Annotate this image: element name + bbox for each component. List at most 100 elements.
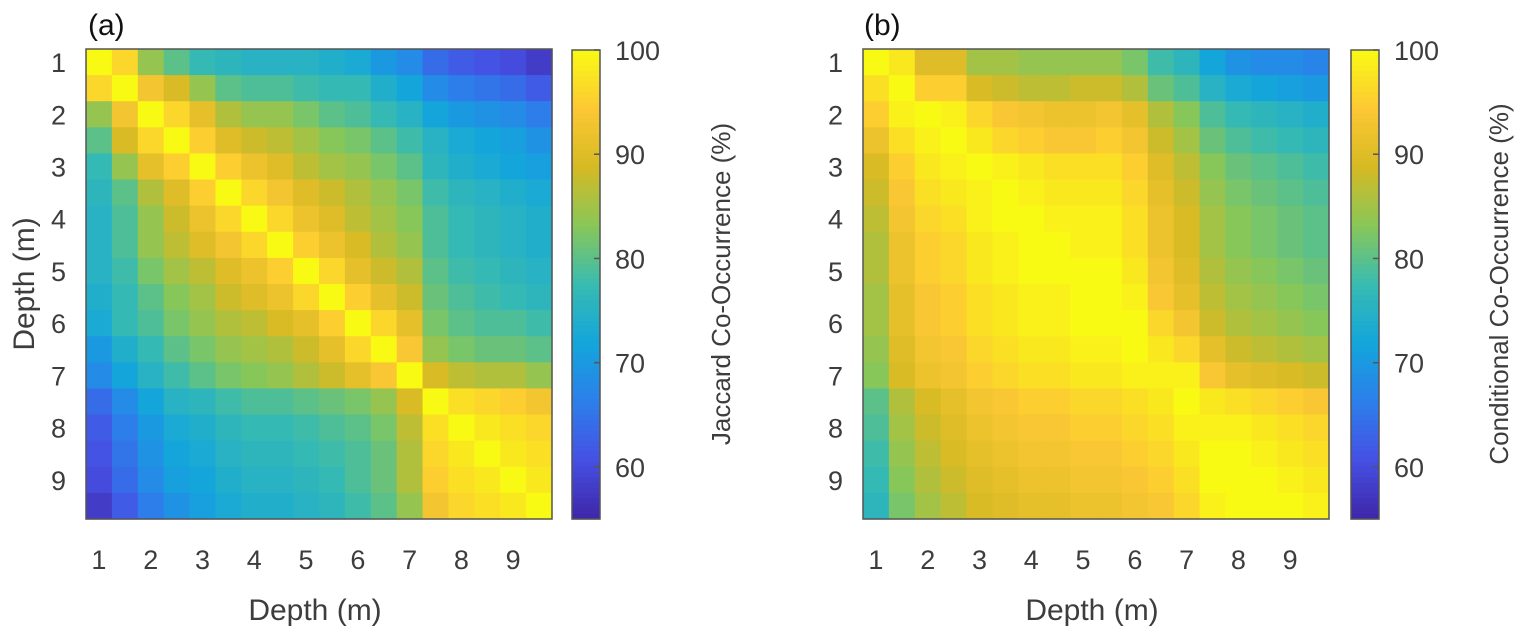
- y-tick-4: 4: [828, 205, 843, 235]
- colorbar-strip-1: [572, 55, 600, 62]
- colorbar-strip-58: [1351, 352, 1379, 359]
- cell-r12-c15: [1225, 336, 1252, 363]
- cell-r17-c11: [344, 466, 372, 494]
- cell-r1-c3: [914, 49, 942, 76]
- colorbar-strip-76: [1351, 446, 1379, 452]
- cell-r9-c4: [940, 257, 968, 285]
- colorbar-strip-49: [572, 305, 600, 312]
- cell-r10-c15: [448, 284, 475, 311]
- cell-r17-c5: [189, 466, 217, 494]
- x-tick-7: 7: [1179, 545, 1194, 575]
- colorbar-a-frame: [571, 49, 601, 520]
- cell-r3-c15: [1225, 101, 1252, 128]
- cell-r6-c1: [863, 179, 890, 207]
- cell-r17-c8: [1044, 466, 1071, 494]
- cell-r10-c5: [966, 284, 994, 311]
- cell-r3-c18: [1303, 101, 1330, 128]
- colorbar-b-label: Conditional Co-Occurrence (%): [1484, 103, 1514, 464]
- cell-r17-c18: [526, 466, 553, 494]
- y-tick-5: 5: [51, 257, 66, 287]
- cell-r3-c2: [888, 101, 916, 128]
- colorbar-strip-27: [1351, 190, 1379, 197]
- cell-r18-c8: [1044, 492, 1071, 520]
- y-tick-2: 2: [51, 100, 66, 130]
- cell-r5-c8: [1044, 153, 1071, 181]
- x-tick-1: 1: [868, 545, 883, 575]
- cell-r18-c13: [1173, 492, 1201, 520]
- colorbar-strip-44: [572, 279, 600, 286]
- cell-r6-c8: [267, 179, 294, 207]
- cell-r14-c6: [992, 388, 1019, 416]
- cell-r14-c13: [1173, 388, 1201, 416]
- cell-r12-c1: [86, 336, 113, 363]
- x-tick-8: 8: [454, 545, 469, 575]
- cell-r11-c13: [1173, 310, 1201, 337]
- colorbar-strip-54: [572, 331, 600, 338]
- colorbar-strip-47: [572, 294, 600, 301]
- cell-r17-c6: [215, 466, 242, 494]
- cell-r8-c9: [1070, 231, 1097, 259]
- cell-r5-c5: [966, 153, 994, 181]
- cell-r2-c1: [86, 75, 113, 102]
- cell-r16-c10: [1096, 440, 1123, 468]
- cell-r2-c1: [863, 75, 890, 102]
- cell-r1-c18: [1303, 49, 1330, 76]
- cell-r2-c13: [1173, 75, 1201, 102]
- heatmap-b-cells: [863, 49, 1330, 520]
- cell-r4-c13: [1173, 127, 1201, 155]
- cell-r17-c3: [914, 466, 942, 494]
- cell-r10-c4: [940, 284, 968, 311]
- cell-r7-c6: [992, 205, 1019, 233]
- colorbar-a-label: Jaccard Co-Occurrence (%): [706, 123, 736, 445]
- cell-r1-c16: [1251, 49, 1278, 76]
- x-tick-2: 2: [143, 545, 158, 575]
- colorbar-strip-83: [1351, 482, 1379, 489]
- cell-r7-c16: [474, 205, 501, 233]
- cell-r13-c18: [1303, 362, 1330, 390]
- colorbar-strip-7: [572, 86, 600, 93]
- cell-r7-c3: [137, 205, 165, 233]
- colorbar-strip-59: [1351, 357, 1379, 364]
- cell-r7-c7: [241, 205, 268, 233]
- colorbar-strip-23: [572, 169, 600, 176]
- cell-r2-c2: [111, 75, 139, 102]
- colorbar-strip-33: [572, 221, 600, 228]
- cell-r11-c4: [940, 310, 968, 337]
- cell-r15-c1: [86, 414, 113, 442]
- x-tick-2: 2: [920, 545, 935, 575]
- colorbar-strip-24: [1351, 175, 1379, 181]
- cell-r17-c4: [940, 466, 968, 494]
- colorbar-strip-67: [572, 399, 600, 405]
- cell-r17-c15: [1225, 466, 1252, 494]
- colorbar-tick-90: 90: [1394, 140, 1424, 170]
- cell-r8-c5: [966, 231, 994, 259]
- cell-r4-c11: [1121, 127, 1149, 155]
- cell-r1-c2: [888, 49, 916, 76]
- colorbar-strip-32: [1351, 216, 1379, 223]
- colorbar-strip-82: [1351, 477, 1379, 484]
- colorbar-strip-28: [572, 195, 600, 202]
- cell-r7-c12: [370, 205, 398, 233]
- cell-r16-c13: [1173, 440, 1201, 468]
- panel-a-label: (a): [88, 9, 125, 42]
- colorbar-strip-59: [572, 357, 600, 364]
- colorbar-tick-80: 80: [1394, 244, 1424, 274]
- cell-r17-c16: [474, 466, 501, 494]
- colorbar-strip-50: [572, 310, 600, 317]
- cell-r7-c3: [914, 205, 942, 233]
- cell-r9-c15: [1225, 257, 1252, 285]
- cell-r7-c11: [344, 205, 372, 233]
- cell-r15-c7: [1018, 414, 1045, 442]
- cell-r9-c3: [914, 257, 942, 285]
- cell-r10-c17: [500, 284, 527, 311]
- cell-r5-c17: [1277, 153, 1304, 181]
- cell-r12-c14: [422, 336, 450, 363]
- cell-r11-c8: [267, 310, 294, 337]
- cell-r9-c7: [241, 257, 268, 285]
- colorbar-strip-35: [572, 232, 600, 239]
- cell-r14-c2: [111, 388, 139, 416]
- cell-r14-c8: [1044, 388, 1071, 416]
- cell-r4-c17: [1277, 127, 1304, 155]
- cell-r16-c2: [888, 440, 916, 468]
- colorbar-strip-32: [572, 216, 600, 223]
